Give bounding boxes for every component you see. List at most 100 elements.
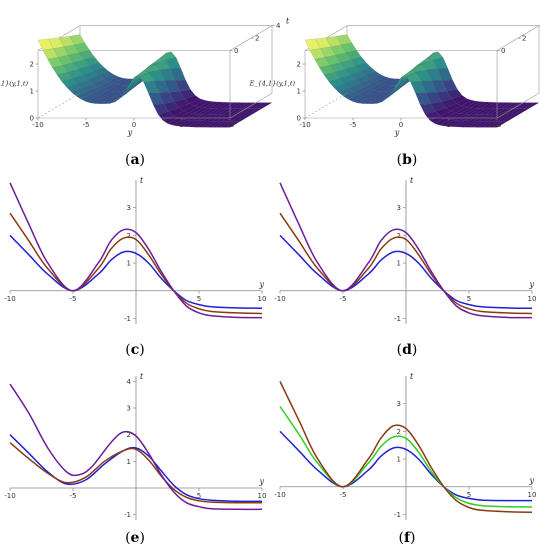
line-plot-d: -10 -5 5 10 -1 1 2 3 y t — [270, 172, 540, 332]
box-edge — [496, 92, 540, 119]
y-tick-label: 3 — [397, 204, 401, 212]
caption-b: (b) — [396, 152, 418, 168]
z-tick-label: 0 — [297, 115, 301, 123]
z-tick-label: 2 — [297, 61, 301, 69]
x-axis-label: y — [258, 477, 264, 486]
z-axis-label: E_{4,1}(y,1,t) — [249, 80, 296, 88]
x-axis-label: y — [258, 280, 264, 289]
t-axis-label: t — [286, 17, 290, 26]
z-tick-label: 1 — [297, 88, 301, 96]
x-tick-label: 5 — [180, 121, 184, 129]
y-tick-label: 3 — [127, 405, 131, 413]
x-tick-label: 5 — [467, 295, 471, 303]
x-tick-label: 5 — [197, 492, 201, 500]
x-tick-label: 5 — [197, 295, 201, 303]
y-tick-label: 2 — [397, 232, 401, 240]
y-tick-label: 1 — [397, 456, 401, 464]
line-plot-f-svg: -10 -5 5 10 -1 1 2 3 y t — [274, 372, 537, 520]
y-axis-label: t — [140, 176, 144, 185]
caption-f: (f) — [398, 530, 416, 546]
t-tick-label: 2 — [522, 35, 526, 43]
surface-patch — [224, 121, 241, 128]
y-tick-label: 2 — [397, 428, 401, 436]
x-axis-label: y — [528, 476, 534, 485]
x-tick-label: -10 — [4, 492, 15, 500]
line-plot-e: -10 -5 5 10 -1 1 2 3 4 y t — [0, 368, 270, 528]
line-plot-c: -10 -5 5 10 -1 1 2 3 y t — [0, 172, 270, 332]
caption-c: (c) — [125, 342, 145, 358]
surface-patch — [491, 121, 508, 128]
t-tick-label: 0 — [501, 47, 505, 55]
y-tick-label: 1 — [127, 458, 131, 466]
x-tick-label: -10 — [299, 121, 310, 129]
series-line-1 — [279, 430, 533, 502]
y-tick-label: 3 — [397, 400, 401, 408]
y-tick-label: 2 — [127, 232, 131, 240]
series-line-3 — [279, 182, 533, 319]
x-tick-label: -5 — [70, 492, 77, 500]
y-axis-label: t — [410, 176, 414, 185]
box-edge — [37, 92, 81, 119]
line-plot-d-svg: -10 -5 5 10 -1 1 2 3 y t — [274, 176, 537, 324]
x-axis-label: y — [528, 280, 534, 289]
x-tick-label: 5 — [467, 491, 471, 499]
caption-d: (d) — [396, 342, 418, 358]
x-tick-label: 5 — [447, 121, 451, 129]
x-tick-label: -5 — [340, 491, 347, 499]
line-plot-f: -10 -5 5 10 -1 1 2 3 y t — [270, 368, 540, 528]
x-axis-label: y — [394, 128, 400, 137]
y-tick-label: 1 — [127, 260, 131, 268]
line-plot-c-svg: -10 -5 5 10 -1 1 2 3 y t — [4, 176, 267, 324]
x-tick-label: -5 — [350, 121, 357, 129]
series-line-3 — [9, 383, 263, 511]
t-tick-label: 0 — [234, 47, 238, 55]
x-tick-label: 10 — [528, 491, 537, 499]
y-axis-label: t — [140, 372, 144, 381]
y-tick-label: 1 — [397, 260, 401, 268]
z-tick-label: 1 — [30, 88, 34, 96]
x-tick-label: 10 — [226, 121, 235, 129]
series-line-1 — [9, 234, 263, 309]
y-tick-label: -1 — [394, 315, 401, 323]
y-tick-label: -1 — [124, 315, 131, 323]
x-tick-label: -5 — [70, 295, 77, 303]
y-tick-label: -1 — [124, 511, 131, 519]
x-tick-label: 0 — [399, 121, 403, 129]
x-tick-label: -10 — [274, 295, 285, 303]
x-tick-label: 10 — [258, 295, 267, 303]
z-axis-label: R_{4,1}(y,1,t) — [0, 80, 28, 88]
x-tick-label: -10 — [4, 295, 15, 303]
x-tick-label: 10 — [258, 492, 267, 500]
x-tick-label: 10 — [493, 121, 502, 129]
y-tick-label: 3 — [127, 204, 131, 212]
series-line-2 — [9, 212, 263, 315]
caption-e: (e) — [125, 530, 145, 546]
x-tick-label: 0 — [132, 121, 136, 129]
x-tick-label: 10 — [528, 295, 537, 303]
series-line-3 — [279, 381, 533, 513]
series-line-2 — [279, 212, 533, 315]
line-plot-e-svg: -10 -5 5 10 -1 1 2 3 4 y t — [4, 372, 267, 520]
t-tick-label: 2 — [255, 35, 259, 43]
series-line-2 — [9, 442, 263, 504]
y-axis-label: t — [410, 372, 414, 381]
x-tick-label: -10 — [32, 121, 43, 129]
z-tick-label: 0 — [30, 115, 34, 123]
x-tick-label: -5 — [340, 295, 347, 303]
y-tick-label: 4 — [127, 378, 132, 386]
caption-a: (a) — [124, 152, 145, 168]
y-tick-label: 2 — [127, 431, 131, 439]
box-edge — [229, 92, 273, 119]
x-tick-label: -5 — [83, 121, 90, 129]
x-tick-label: -10 — [274, 491, 285, 499]
z-tick-label: 2 — [30, 61, 34, 69]
t-tick-label: 4 — [276, 22, 281, 30]
y-tick-label: -1 — [394, 511, 401, 519]
box-edge — [304, 92, 348, 119]
series-line-3 — [9, 182, 263, 319]
x-axis-label: y — [127, 128, 133, 137]
